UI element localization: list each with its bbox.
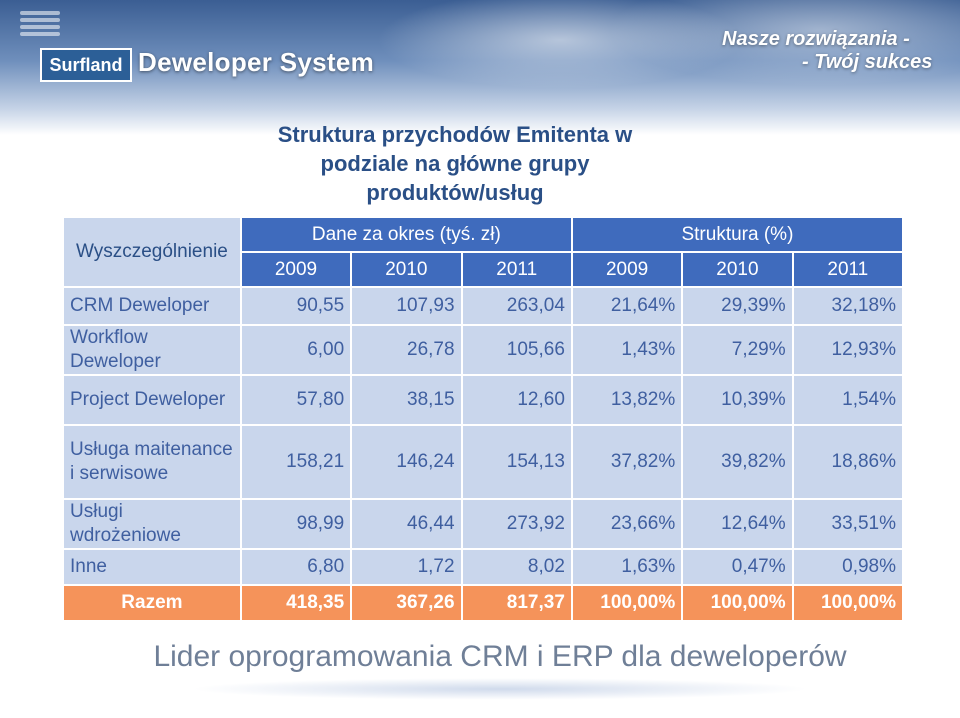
- product-name: Deweloper System: [138, 47, 375, 77]
- cell-value: 1,43%: [572, 326, 682, 374]
- cell-value: 21,64%: [572, 288, 682, 324]
- group-header-structure: Struktura (%): [572, 218, 902, 251]
- tagline-line-2: - Twój sukces: [802, 51, 933, 73]
- year-header-row: 2009 2010 2011 2009 2010 2011: [64, 253, 902, 286]
- cell-value: 263,04: [462, 288, 571, 324]
- cell-value: 0,47%: [683, 550, 792, 584]
- title-line-3: produktów/usług: [366, 180, 544, 205]
- cell-value: 1,63%: [572, 550, 682, 584]
- cell-value: 29,39%: [683, 288, 792, 324]
- cell-value: 273,92: [462, 500, 571, 548]
- cell-value: 90,55: [241, 288, 351, 324]
- row-label: Inne: [64, 550, 240, 584]
- decorative-lines-icon: [20, 8, 60, 48]
- revenue-structure-table: Wyszczególnienie Dane za okres (tyś. zł)…: [62, 216, 904, 622]
- total-value: 418,35: [241, 586, 351, 620]
- cell-value: 26,78: [352, 326, 461, 374]
- cell-value: 98,99: [241, 500, 351, 548]
- cell-value: 6,80: [241, 550, 351, 584]
- row-label: Usługi wdrożeniowe: [64, 500, 240, 548]
- cell-value: 37,82%: [572, 426, 682, 498]
- cell-value: 46,44: [352, 500, 461, 548]
- cell-value: 1,72: [352, 550, 461, 584]
- tagline-line-1: Nasze rozwiązania -: [722, 28, 910, 50]
- total-row: Razem 418,35 367,26 817,37 100,00% 100,0…: [64, 586, 902, 620]
- year-header: 2009: [241, 253, 351, 286]
- cell-value: 8,02: [462, 550, 571, 584]
- header-banner: Surfland Deweloper System Nasze rozwiąza…: [0, 0, 960, 135]
- cell-value: 32,18%: [793, 288, 902, 324]
- year-header: 2011: [462, 253, 571, 286]
- table-row: CRM Deweloper 90,55 107,93 263,04 21,64%…: [64, 288, 902, 324]
- cell-value: 7,29%: [683, 326, 792, 374]
- row-label: Project Deweloper: [64, 376, 240, 424]
- cell-value: 33,51%: [793, 500, 902, 548]
- table-row: Project Deweloper 57,80 38,15 12,60 13,8…: [64, 376, 902, 424]
- year-header: 2011: [793, 253, 902, 286]
- row-label: CRM Deweloper: [64, 288, 240, 324]
- cell-value: 0,98%: [793, 550, 902, 584]
- title-line-2: podziale na główne grupy: [320, 151, 590, 176]
- cell-value: 146,24: [352, 426, 461, 498]
- cell-value: 12,93%: [793, 326, 902, 374]
- spec-header: Wyszczególnienie: [64, 218, 240, 286]
- total-label: Razem: [64, 586, 240, 620]
- cell-value: 107,93: [352, 288, 461, 324]
- cell-value: 39,82%: [683, 426, 792, 498]
- total-value: 100,00%: [793, 586, 902, 620]
- table-row: Usługi wdrożeniowe 98,99 46,44 273,92 23…: [64, 500, 902, 548]
- cell-value: 154,13: [462, 426, 571, 498]
- table-row: Usługa maitenance i serwisowe 158,21 146…: [64, 426, 902, 498]
- total-value: 817,37: [462, 586, 571, 620]
- cell-value: 158,21: [241, 426, 351, 498]
- tagline: Nasze rozwiązania - - Twój sukces: [722, 28, 952, 74]
- cell-value: 12,64%: [683, 500, 792, 548]
- total-value: 367,26: [352, 586, 461, 620]
- cell-value: 105,66: [462, 326, 571, 374]
- total-value: 100,00%: [683, 586, 792, 620]
- year-header: 2010: [352, 253, 461, 286]
- company-logo: Surfland: [40, 48, 132, 82]
- cell-value: 12,60: [462, 376, 571, 424]
- table-header-row: Wyszczególnienie Dane za okres (tyś. zł)…: [64, 218, 902, 286]
- total-value: 100,00%: [572, 586, 682, 620]
- cell-value: 38,15: [352, 376, 461, 424]
- cell-value: 1,54%: [793, 376, 902, 424]
- cell-value: 57,80: [241, 376, 351, 424]
- cell-value: 18,86%: [793, 426, 902, 498]
- page-title: Struktura przychodów Emitenta w podziale…: [250, 120, 660, 207]
- cell-value: 13,82%: [572, 376, 682, 424]
- footer-glow: [190, 678, 810, 700]
- cell-value: 10,39%: [683, 376, 792, 424]
- year-header: 2010: [683, 253, 792, 286]
- cell-value: 23,66%: [572, 500, 682, 548]
- footer-slogan: Lider oprogramowania CRM i ERP dla dewel…: [153, 640, 847, 673]
- row-label: Workflow Deweloper: [64, 326, 240, 374]
- year-header: 2009: [572, 253, 682, 286]
- cell-value: 6,00: [241, 326, 351, 374]
- table-row: Inne 6,80 1,72 8,02 1,63% 0,47% 0,98%: [64, 550, 902, 584]
- group-header-values: Dane za okres (tyś. zł): [241, 218, 571, 251]
- table-row: Workflow Deweloper 6,00 26,78 105,66 1,4…: [64, 326, 902, 374]
- row-label: Usługa maitenance i serwisowe: [64, 426, 240, 498]
- title-line-1: Struktura przychodów Emitenta w: [277, 122, 633, 147]
